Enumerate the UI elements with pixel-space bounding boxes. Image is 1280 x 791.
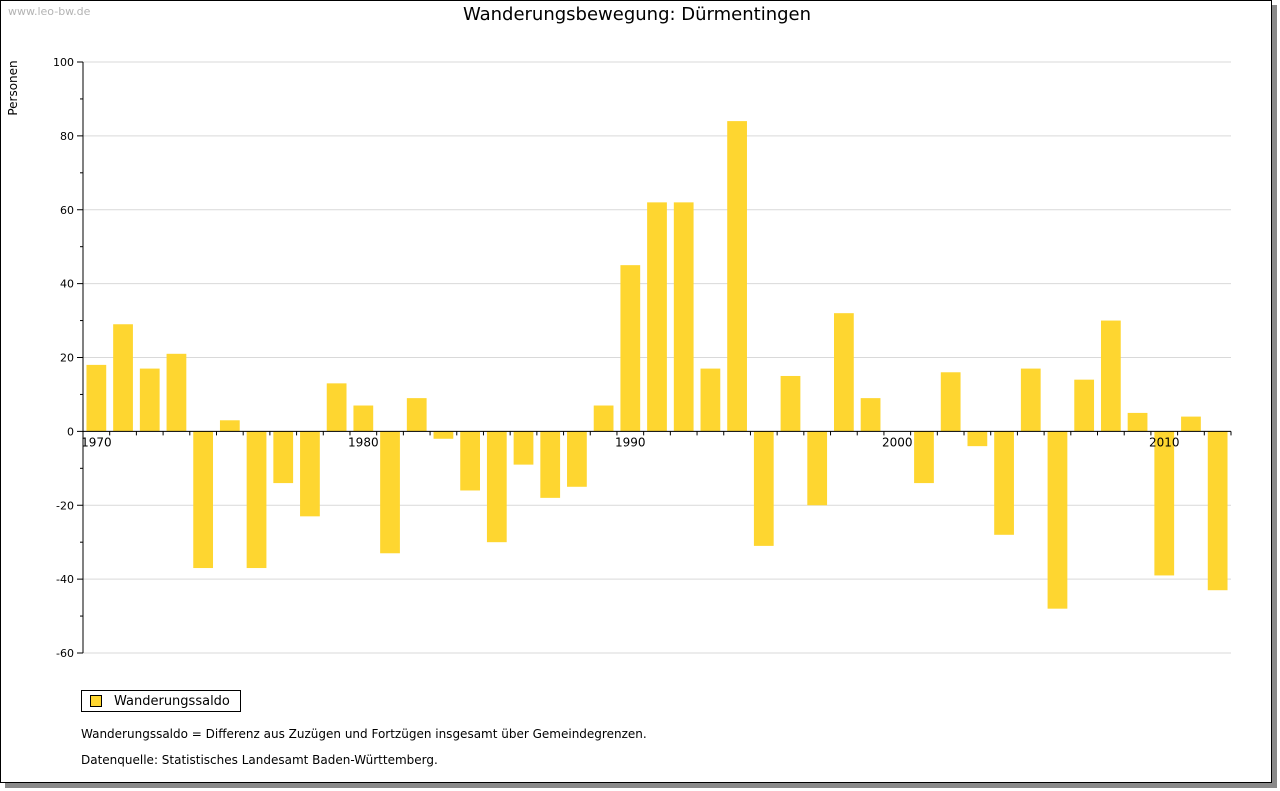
y-tick-label: -60 bbox=[56, 647, 74, 660]
bar bbox=[700, 368, 721, 432]
bar bbox=[380, 431, 400, 554]
bar bbox=[1020, 368, 1041, 432]
bar bbox=[166, 353, 187, 432]
legend-label: Wanderungssaldo bbox=[114, 693, 230, 709]
bar bbox=[860, 398, 881, 432]
legend-swatch bbox=[90, 695, 102, 707]
bar bbox=[1181, 416, 1201, 432]
y-tick-label: 60 bbox=[60, 204, 74, 217]
bar bbox=[1207, 431, 1228, 591]
bar bbox=[326, 383, 347, 432]
y-tick-label: 80 bbox=[60, 130, 74, 143]
bar bbox=[1154, 431, 1175, 576]
bar bbox=[513, 431, 534, 465]
bar bbox=[246, 431, 267, 569]
bar bbox=[914, 431, 934, 484]
bar bbox=[593, 405, 614, 432]
bar bbox=[834, 313, 854, 432]
bar bbox=[940, 372, 961, 432]
bar bbox=[807, 431, 828, 506]
definition-note: Wanderungssaldo = Differenz aus Zuzügen … bbox=[81, 727, 647, 741]
bar bbox=[300, 431, 320, 517]
x-tick-label: 1970 bbox=[81, 435, 112, 449]
bar bbox=[647, 202, 667, 432]
bar bbox=[193, 431, 214, 569]
bar bbox=[460, 431, 480, 491]
bar bbox=[753, 431, 774, 546]
chart-title: Wanderungsbewegung: Dürmentingen bbox=[462, 4, 812, 25]
bar bbox=[1100, 320, 1121, 432]
bar bbox=[433, 431, 454, 439]
y-tick-label: -40 bbox=[56, 573, 74, 586]
bar bbox=[540, 431, 561, 498]
x-tick-label: 2010 bbox=[1149, 435, 1180, 449]
bar bbox=[219, 420, 240, 432]
y-tick-label: -20 bbox=[56, 499, 74, 512]
bar bbox=[1047, 431, 1068, 609]
bar bbox=[780, 375, 801, 432]
watermark: www.leo-bw.de bbox=[8, 5, 91, 18]
y-tick-label: 20 bbox=[60, 352, 74, 365]
bar bbox=[994, 431, 1014, 535]
bar bbox=[139, 368, 160, 432]
source-note: Datenquelle: Statistisches Landesamt Bad… bbox=[81, 753, 438, 767]
x-tick-label: 2000 bbox=[882, 435, 913, 449]
y-tick-label: 100 bbox=[53, 56, 74, 69]
bar bbox=[486, 431, 507, 543]
bar bbox=[406, 398, 427, 432]
bar bbox=[273, 431, 294, 484]
bar bbox=[113, 324, 133, 432]
x-tick-label: 1980 bbox=[348, 435, 379, 449]
x-tick-label: 1990 bbox=[615, 435, 646, 449]
bar bbox=[353, 405, 374, 432]
bar bbox=[727, 121, 747, 432]
y-tick-label: 0 bbox=[67, 425, 74, 438]
bar bbox=[86, 364, 107, 432]
bar bbox=[620, 265, 641, 432]
bar bbox=[567, 431, 587, 487]
y-tick-label: 40 bbox=[60, 278, 74, 291]
bar bbox=[673, 202, 694, 432]
legend: Wanderungssaldo bbox=[81, 690, 241, 712]
bar bbox=[1074, 379, 1095, 432]
bar bbox=[1127, 412, 1148, 432]
bar bbox=[967, 431, 988, 447]
